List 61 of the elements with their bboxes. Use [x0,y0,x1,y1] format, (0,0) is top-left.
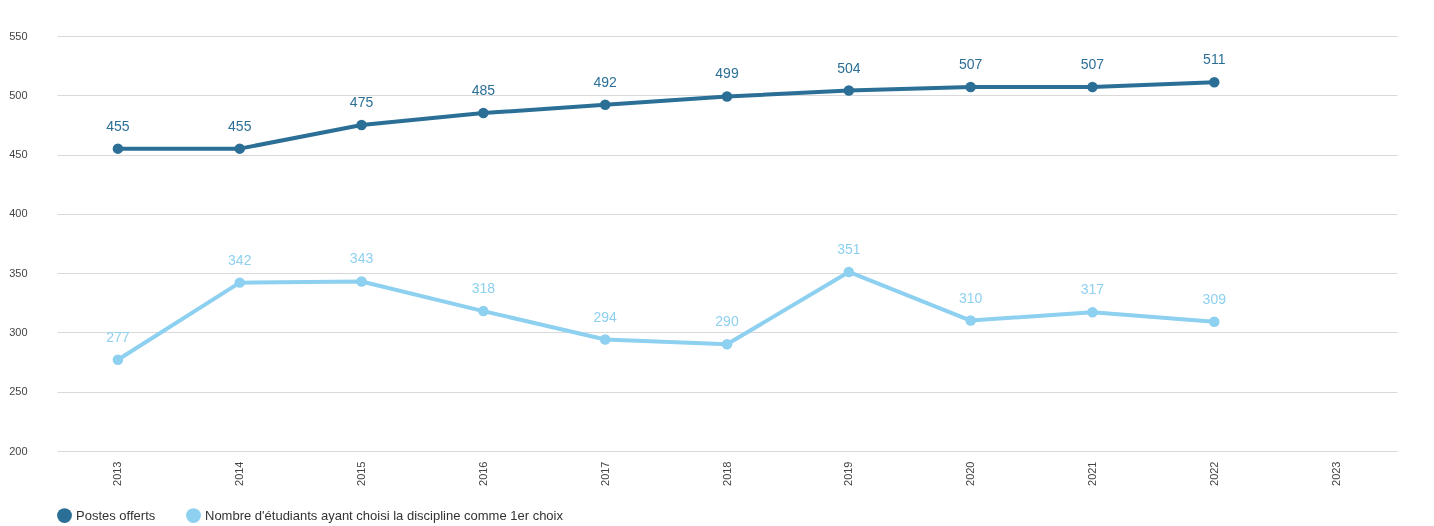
x-tick-label: 2018 [720,461,733,486]
x-tick-label: 2014 [233,461,246,486]
legend-label: Nombre d'étudiants ayant choisi la discipline comme 1er choix [205,507,564,523]
point [1209,316,1220,327]
x-tick-label: 2015 [355,461,368,486]
y-tick-label: 250 [9,385,28,398]
data-label: 475 [349,93,374,110]
data-label: 511 [1203,51,1226,68]
x-tick-label: 2019 [842,461,855,486]
point [599,99,611,111]
x-tick-label: 2017 [598,461,611,486]
data-label: 507 [958,55,983,72]
data-label: 342 [228,251,252,268]
y-tick-label: 450 [9,148,28,161]
data-label: 455 [106,117,130,134]
data-label: 504 [837,59,861,76]
point [843,266,855,278]
data-label: 290 [715,313,739,330]
x-tick-label: 2020 [964,461,977,486]
point [356,276,367,287]
data-label: 277 [106,328,130,345]
point [843,85,855,96]
point [112,354,124,365]
point [965,315,976,326]
y-tick-label: 300 [9,325,28,338]
x-tick-label: 2021 [1085,461,1098,486]
point [478,107,489,119]
point [478,305,489,317]
data-label: 318 [471,280,496,297]
data-label: 294 [593,308,618,325]
point [356,119,367,131]
data-label: 492 [593,73,618,90]
point [965,81,976,93]
point [1087,81,1098,93]
x-tick-label: 2023 [1329,461,1342,486]
data-label: 309 [1202,290,1227,307]
x-tick-label: 2016 [476,461,489,486]
point [234,277,245,288]
point [1209,77,1220,88]
data-label: 485 [471,82,496,99]
y-tick-label: 500 [9,88,28,101]
data-label: 343 [349,250,374,267]
point [234,143,245,154]
data-label: 455 [228,117,252,134]
data-label: 310 [958,289,983,306]
data-label: 351 [837,240,861,257]
data-label: 507 [1080,55,1105,72]
y-tick-label: 350 [9,266,28,279]
point [1087,307,1098,318]
legend-label: Postes offerts [76,507,156,523]
x-tick-label: 2022 [1207,461,1220,486]
point [599,334,611,345]
point [112,143,124,154]
data-label: 317 [1080,281,1105,298]
y-tick-label: 400 [9,207,28,220]
x-tick-label: 2013 [111,461,124,486]
point [721,91,733,102]
y-tick-label: 550 [9,29,28,42]
y-tick-label: 200 [9,444,28,457]
data-label: 499 [715,65,739,82]
point [721,339,733,350]
